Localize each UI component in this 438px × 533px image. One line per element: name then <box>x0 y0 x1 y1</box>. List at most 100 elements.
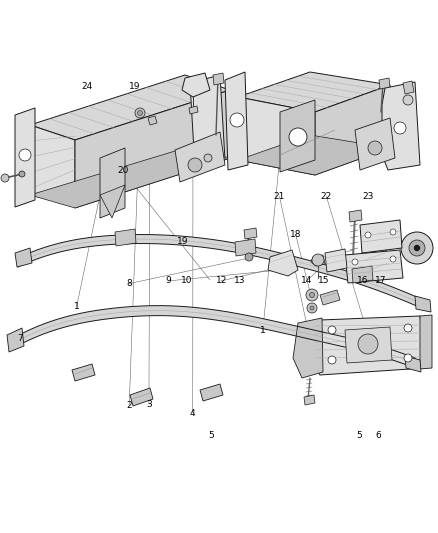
Polygon shape <box>304 395 315 405</box>
Text: 19: 19 <box>129 82 141 91</box>
Circle shape <box>328 356 336 364</box>
Text: 20: 20 <box>117 166 128 175</box>
Circle shape <box>414 245 420 251</box>
Text: 12: 12 <box>215 277 227 285</box>
Polygon shape <box>379 78 390 89</box>
Circle shape <box>390 229 396 235</box>
Circle shape <box>289 128 307 146</box>
Circle shape <box>365 232 371 238</box>
Circle shape <box>401 232 433 264</box>
Polygon shape <box>363 248 392 275</box>
Polygon shape <box>15 108 35 207</box>
Polygon shape <box>30 125 75 205</box>
Polygon shape <box>175 132 225 182</box>
Text: 6: 6 <box>375 432 381 440</box>
Polygon shape <box>382 82 420 170</box>
Text: 8: 8 <box>126 279 132 288</box>
Polygon shape <box>100 185 125 218</box>
Polygon shape <box>30 75 230 140</box>
Polygon shape <box>345 250 403 283</box>
Text: 2: 2 <box>127 401 132 409</box>
Text: 16: 16 <box>357 277 368 285</box>
Circle shape <box>135 108 145 118</box>
Text: 1: 1 <box>74 302 80 311</box>
Polygon shape <box>420 315 432 369</box>
Polygon shape <box>15 248 32 267</box>
Polygon shape <box>7 328 24 352</box>
Circle shape <box>245 253 253 261</box>
Circle shape <box>403 95 413 105</box>
Polygon shape <box>405 356 421 372</box>
Polygon shape <box>349 210 362 222</box>
Text: 15: 15 <box>318 277 330 285</box>
Polygon shape <box>415 296 431 312</box>
Polygon shape <box>18 235 428 311</box>
Circle shape <box>307 303 317 313</box>
Polygon shape <box>225 72 248 170</box>
Circle shape <box>230 113 244 127</box>
Polygon shape <box>308 316 425 375</box>
Polygon shape <box>325 249 347 272</box>
Polygon shape <box>30 148 230 208</box>
Text: 4: 4 <box>190 409 195 417</box>
Text: 10: 10 <box>181 277 193 285</box>
Polygon shape <box>403 81 414 94</box>
Text: 3: 3 <box>146 400 152 408</box>
Circle shape <box>310 306 314 310</box>
Circle shape <box>204 154 212 162</box>
Circle shape <box>19 171 25 177</box>
Circle shape <box>1 174 9 182</box>
Text: 14: 14 <box>301 277 312 285</box>
Text: 1: 1 <box>260 326 266 335</box>
Polygon shape <box>355 118 395 170</box>
Polygon shape <box>360 220 402 253</box>
Polygon shape <box>213 73 224 85</box>
Polygon shape <box>244 228 257 239</box>
Polygon shape <box>352 266 373 283</box>
Polygon shape <box>72 364 95 381</box>
Circle shape <box>358 334 378 354</box>
Polygon shape <box>75 90 230 208</box>
Text: 22: 22 <box>321 192 332 200</box>
Polygon shape <box>130 388 153 406</box>
Polygon shape <box>10 305 415 368</box>
Circle shape <box>404 324 412 332</box>
Polygon shape <box>320 290 340 305</box>
Polygon shape <box>189 106 198 114</box>
Circle shape <box>409 240 425 256</box>
Circle shape <box>306 289 318 301</box>
Polygon shape <box>238 135 390 175</box>
Polygon shape <box>238 97 315 175</box>
Circle shape <box>19 149 31 161</box>
Polygon shape <box>280 100 315 172</box>
Polygon shape <box>200 384 223 401</box>
Polygon shape <box>148 116 157 125</box>
Polygon shape <box>345 327 392 363</box>
Circle shape <box>368 141 382 155</box>
Circle shape <box>352 259 358 265</box>
Polygon shape <box>293 318 323 378</box>
Circle shape <box>312 254 324 266</box>
Text: 23: 23 <box>362 192 374 200</box>
Text: 5: 5 <box>208 432 214 440</box>
Circle shape <box>394 122 406 134</box>
Text: 17: 17 <box>375 277 387 285</box>
Text: 21: 21 <box>274 192 285 200</box>
Circle shape <box>390 256 396 262</box>
Text: 5: 5 <box>356 432 362 440</box>
Polygon shape <box>182 73 210 97</box>
Text: 18: 18 <box>290 230 301 239</box>
Text: 24: 24 <box>81 82 92 91</box>
Polygon shape <box>190 75 225 168</box>
Polygon shape <box>115 229 136 246</box>
Circle shape <box>138 110 142 116</box>
Circle shape <box>328 326 336 334</box>
Polygon shape <box>311 255 325 266</box>
Polygon shape <box>268 250 298 276</box>
Text: 7: 7 <box>17 334 23 343</box>
Polygon shape <box>100 148 125 218</box>
Text: 19: 19 <box>177 238 189 246</box>
Circle shape <box>188 158 202 172</box>
Text: 13: 13 <box>234 277 245 285</box>
Circle shape <box>310 293 314 297</box>
